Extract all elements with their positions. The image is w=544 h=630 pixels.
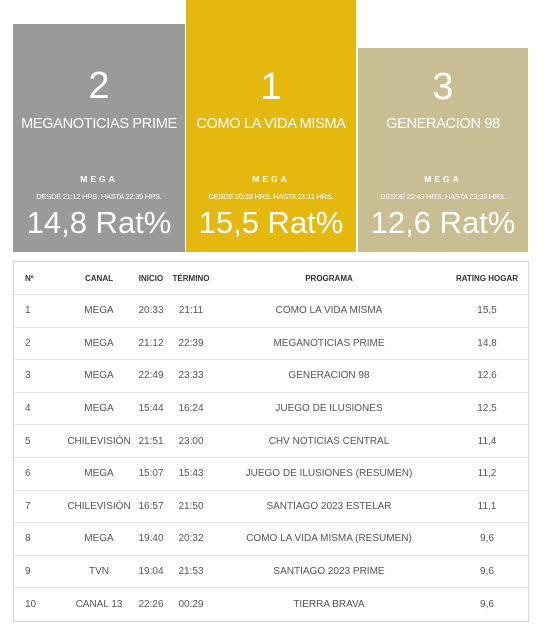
podium-program-title: MEGANOTICIAS PRIME	[21, 116, 177, 132]
table-row: 6 MEGA 15:07 15:43 JUEGO DE ILUSIONES (R…	[14, 458, 528, 491]
table-header-row: Nº CANAL INICIO TÉRMINO PROGRAMA RATING …	[14, 262, 528, 295]
ratings-table: Nº CANAL INICIO TÉRMINO PROGRAMA RATING …	[13, 261, 529, 622]
table-row: 10 CANAL 13 22:26 00:29 TIERRA BRAVA 9,6	[14, 588, 528, 621]
podium-rating: 12,6 Rat%	[370, 205, 516, 240]
row-num: 8	[25, 533, 31, 545]
row-canal: MEGA	[84, 403, 114, 415]
row-programa: TIERRA BRAVA	[293, 599, 365, 611]
row-rating: 15,5	[477, 305, 497, 317]
row-inicio: 19:04	[138, 566, 164, 578]
header-canal: CANAL	[85, 273, 113, 283]
row-programa: SANTIAGO 2023 ESTELAR	[266, 500, 392, 512]
podium-channel: MEGA	[80, 174, 118, 184]
row-num: 4	[25, 403, 31, 415]
row-inicio: 15:07	[138, 468, 164, 480]
row-rating: 11,4	[477, 435, 497, 447]
row-programa: MEGANOTICIAS PRIME	[273, 337, 385, 349]
row-programa: COMO LA VIDA MISMA	[275, 305, 383, 317]
podium-card-third: 3 GENERACION 98 MEGA DESDE 22:49 HRS. HA…	[358, 48, 528, 252]
podium-schedule: DESDE 20:33 HRS. HASTA 21:11 HRS.	[208, 192, 334, 201]
podium-channel: MEGA	[252, 174, 290, 184]
row-programa: JUEGO DE ILUSIONES (RESUMEN)	[245, 468, 413, 480]
header-rating: RATING HOGAR	[455, 273, 519, 283]
row-canal: MEGA	[84, 370, 114, 382]
row-num: 3	[25, 370, 31, 382]
row-rating: 12,6	[477, 370, 497, 382]
row-num: 7	[25, 500, 31, 512]
row-num: 5	[25, 435, 31, 447]
row-rating: 11,1	[477, 500, 497, 512]
row-inicio: 21:12	[138, 337, 164, 349]
row-inicio: 22:49	[138, 370, 164, 382]
row-programa: CHV NOTICIAS CENTRAL	[268, 435, 390, 447]
table-row: 7 CHILEVISIÓN 16:57 21:50 SANTIAGO 2023 …	[14, 491, 528, 524]
row-num: 9	[25, 566, 31, 578]
ratings-podium: 2 MEGANOTICIAS PRIME MEGA DESDE 21:12 HR…	[0, 0, 544, 256]
row-rating: 12,5	[477, 403, 497, 415]
header-termino: TÉRMINO	[172, 273, 210, 283]
row-canal: MEGA	[84, 337, 114, 349]
table-row: 1 MEGA 20:33 21:11 COMO LA VIDA MISMA 15…	[14, 295, 528, 328]
podium-program-title: GENERACION 98	[386, 116, 500, 132]
row-canal: CANAL 13	[75, 599, 123, 611]
row-inicio: 22:26	[138, 599, 164, 611]
row-rating: 9,6	[480, 566, 494, 578]
row-termino: 21:53	[178, 566, 204, 578]
row-rating: 9,6	[480, 533, 494, 545]
podium-schedule: DESDE 21:12 HRS. HASTA 22:39 HRS.	[36, 192, 162, 201]
header-num: Nº	[25, 273, 34, 283]
row-rating: 9,6	[480, 599, 494, 611]
row-termino: 20:32	[178, 533, 204, 545]
podium-schedule: DESDE 22:49 HRS. HASTA 23:33 HRS.	[380, 192, 506, 201]
row-termino: 23:33	[178, 370, 204, 382]
row-inicio: 21:51	[138, 435, 164, 447]
podium-rank: 2	[88, 65, 110, 107]
table-row: 8 MEGA 19:40 20:32 COMO LA VIDA MISMA (R…	[14, 523, 528, 556]
row-canal: CHILEVISIÓN	[67, 435, 131, 447]
podium-program-title: COMO LA VIDA MISMA	[196, 116, 346, 132]
row-termino: 00:29	[178, 599, 204, 611]
row-inicio: 19:40	[138, 533, 164, 545]
table-row: 2 MEGA 21:12 22:39 MEGANOTICIAS PRIME 14…	[14, 328, 528, 361]
row-termino: 23:00	[178, 435, 204, 447]
row-termino: 16:24	[178, 403, 204, 415]
podium-channel: MEGA	[424, 174, 462, 184]
row-rating: 14,8	[477, 337, 497, 349]
table-row: 9 TVN 19:04 21:53 SANTIAGO 2023 PRIME 9,…	[14, 556, 528, 589]
row-programa: JUEGO DE ILUSIONES	[275, 403, 383, 415]
row-num: 6	[25, 468, 31, 480]
row-canal: TVN	[89, 566, 109, 578]
podium-rank: 1	[260, 66, 282, 108]
podium-card-first: 1 COMO LA VIDA MISMA MEGA DESDE 20:33 HR…	[186, 0, 356, 252]
podium-rank: 3	[432, 66, 454, 108]
row-termino: 22:39	[178, 337, 204, 349]
row-canal: MEGA	[84, 533, 114, 545]
row-num: 10	[25, 599, 37, 611]
row-num: 1	[25, 305, 31, 317]
podium-rating: 14,8 Rat%	[26, 205, 172, 240]
header-programa: PROGRAMA	[305, 273, 353, 283]
row-num: 2	[25, 337, 31, 349]
podium-card-second: 2 MEGANOTICIAS PRIME MEGA DESDE 21:12 HR…	[13, 24, 185, 252]
row-canal: MEGA	[84, 305, 114, 317]
table-row: 5 CHILEVISIÓN 21:51 23:00 CHV NOTICIAS C…	[14, 425, 528, 458]
podium-rating: 15,5 Rat%	[198, 205, 344, 240]
table-row: 3 MEGA 22:49 23:33 GENERACION 98 12,6	[14, 360, 528, 393]
row-programa: SANTIAGO 2023 PRIME	[273, 566, 385, 578]
header-inicio: INICIO	[138, 273, 164, 283]
table-row: 4 MEGA 15:44 16:24 JUEGO DE ILUSIONES 12…	[14, 393, 528, 426]
row-canal: MEGA	[84, 468, 114, 480]
row-inicio: 15:44	[138, 403, 164, 415]
row-termino: 21:50	[178, 500, 204, 512]
row-canal: CHILEVISIÓN	[67, 500, 131, 512]
row-programa: GENERACION 98	[288, 370, 370, 382]
row-inicio: 20:33	[138, 305, 164, 317]
row-inicio: 16:57	[138, 500, 164, 512]
row-rating: 11,2	[477, 468, 497, 480]
row-termino: 21:11	[178, 305, 204, 317]
row-programa: COMO LA VIDA MISMA (RESUMEN)	[246, 533, 412, 545]
row-termino: 15:43	[178, 468, 204, 480]
